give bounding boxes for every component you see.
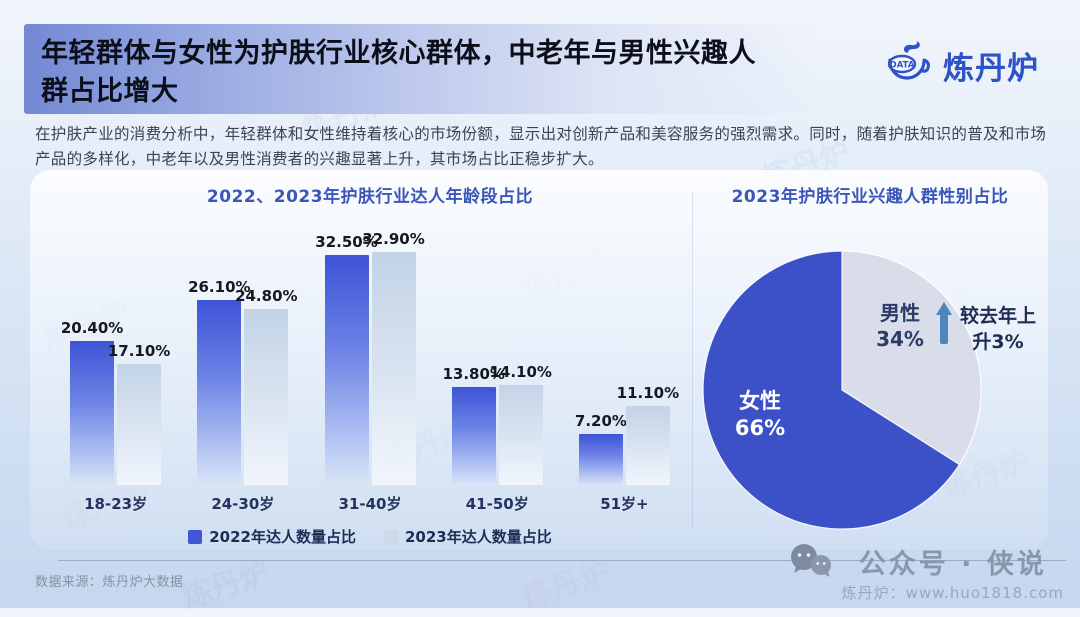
footer-divider: [58, 560, 1066, 561]
legend-label: 2022年达人数量占比: [209, 528, 356, 546]
bar-group: 13.80% 14.10%: [434, 229, 561, 485]
bar-wrap: 32.50%: [315, 229, 378, 485]
website-url: 炼丹炉：www.huo1818.com: [841, 584, 1064, 602]
bar: [498, 385, 543, 485]
bar-wrap: 20.40%: [61, 229, 123, 485]
bar-group: 32.50% 32.90%: [306, 229, 433, 485]
watermark-text: 炼丹炉: [177, 554, 275, 616]
axis-label: 51岁+: [600, 495, 649, 513]
charts-panel: 2022、2023年护肤行业达人年龄段占比 20.40% 17.10% 26.10%…: [30, 170, 1048, 550]
axis-label: 24-30岁: [211, 495, 275, 513]
legend-item: 2022年达人数量占比: [188, 526, 356, 547]
axis-label: 31-40岁: [338, 495, 402, 513]
bar-chart-title: 2022、2023年护肤行业达人年龄段占比: [206, 187, 534, 207]
bar: [117, 363, 162, 485]
legend-item: 2023年达人数量占比: [384, 526, 552, 547]
wechat-icon: [790, 544, 831, 577]
bar-legend: 2022年达人数量占比 2023年达人数量占比: [52, 526, 688, 547]
legend-swatch: [384, 529, 398, 544]
watermark-text: 炼丹炉: [517, 554, 615, 616]
data-source-note: 数据来源：炼丹炉大数据: [35, 575, 184, 590]
bar-value-label: 32.50%: [315, 232, 378, 251]
bar-value-label: 24.80%: [235, 287, 298, 306]
bar-value-label: 26.10%: [188, 278, 251, 297]
brand-logo: DATA 炼丹炉: [880, 40, 1039, 90]
bar-value-label: 32.90%: [362, 229, 425, 248]
bar: [578, 434, 623, 485]
legend-label: 2023年达人数量占比: [405, 528, 552, 546]
wechat-badge: 公众号 · 侠说 炼丹炉：www.huo1818.com: [788, 542, 1064, 603]
brand-name: 炼丹炉: [943, 50, 1039, 87]
pie-label-male: 男性 34%: [876, 301, 924, 351]
bar-wrap: 24.80%: [235, 229, 298, 485]
bar-value-label: 14.10%: [489, 363, 552, 382]
pie-plot-area: 女性 66% 男性 34% 较去年上 升3%: [700, 248, 1036, 532]
bar: [451, 387, 496, 485]
axis-label: 18-23岁: [84, 495, 148, 513]
bar-value-label: 20.40%: [60, 318, 124, 337]
bar-x-axis: 18-23岁 24-30岁 31-40岁 41-50岁 51岁+: [52, 493, 688, 514]
bar: [70, 340, 115, 485]
bar-wrap: 7.20%: [575, 229, 627, 485]
up-arrow-icon: [936, 302, 952, 346]
bar-wrap: 14.10%: [489, 229, 552, 485]
bar: [324, 254, 369, 485]
page-title: 年轻群体与女性为护肤行业核心群体，中老年与男性兴趣人群占比增大: [41, 38, 756, 108]
bar-value-label: 17.10%: [107, 341, 171, 360]
svg-text:DATA: DATA: [890, 61, 915, 71]
bar-wrap: 13.80%: [442, 229, 505, 485]
bar-plot-area: 20.40% 17.10% 26.10% 24.80% 32.50% 32.90% 13.8…: [52, 229, 688, 485]
wechat-account-name: 公众号 · 侠说: [858, 549, 1047, 580]
bar-value-label: 7.20%: [574, 412, 627, 430]
bar: [244, 309, 289, 485]
cauldron-icon: DATA: [887, 41, 930, 80]
bar-wrap: 32.90%: [362, 229, 425, 485]
title-banner: 年轻群体与女性为护肤行业核心群体，中老年与男性兴趣人群占比增大: [24, 24, 856, 114]
gender-pie-chart: 2023年护肤行业兴趣人群性别占比 女性 66% 男性 34% 较去年上 升3%: [692, 182, 1048, 530]
bar-group: 26.10% 24.80%: [179, 229, 306, 485]
pie-slice-女性: [702, 250, 961, 530]
bar-value-label: 13.80%: [442, 365, 505, 384]
bar-wrap: 11.10%: [617, 229, 679, 485]
pie-chart-title: 2023年护肤行业兴趣人群性别占比: [731, 187, 1009, 207]
legend-swatch: [188, 529, 203, 544]
bar-group: 7.20% 11.10%: [561, 229, 688, 485]
bar: [371, 251, 416, 485]
bar: [197, 300, 242, 485]
pie-annotation: 较去年上 升3%: [959, 305, 1036, 353]
bar: [625, 406, 670, 485]
bar-group: 20.40% 17.10%: [52, 229, 179, 485]
bar-wrap: 26.10%: [188, 229, 251, 485]
bar-value-label: 11.10%: [616, 384, 680, 403]
pie-label-female: 女性 66%: [734, 389, 786, 441]
summary-paragraph: 在护肤产业的消费分析中，年轻群体和女性维持着核心的市场份额，显示出对创新产品和美…: [35, 125, 1047, 169]
bar-wrap: 17.10%: [108, 229, 170, 485]
axis-label: 41-50岁: [465, 495, 529, 513]
section-divider: [692, 192, 693, 528]
age-bar-chart: 2022、2023年护肤行业达人年龄段占比 20.40% 17.10% 26.10%…: [52, 182, 688, 547]
